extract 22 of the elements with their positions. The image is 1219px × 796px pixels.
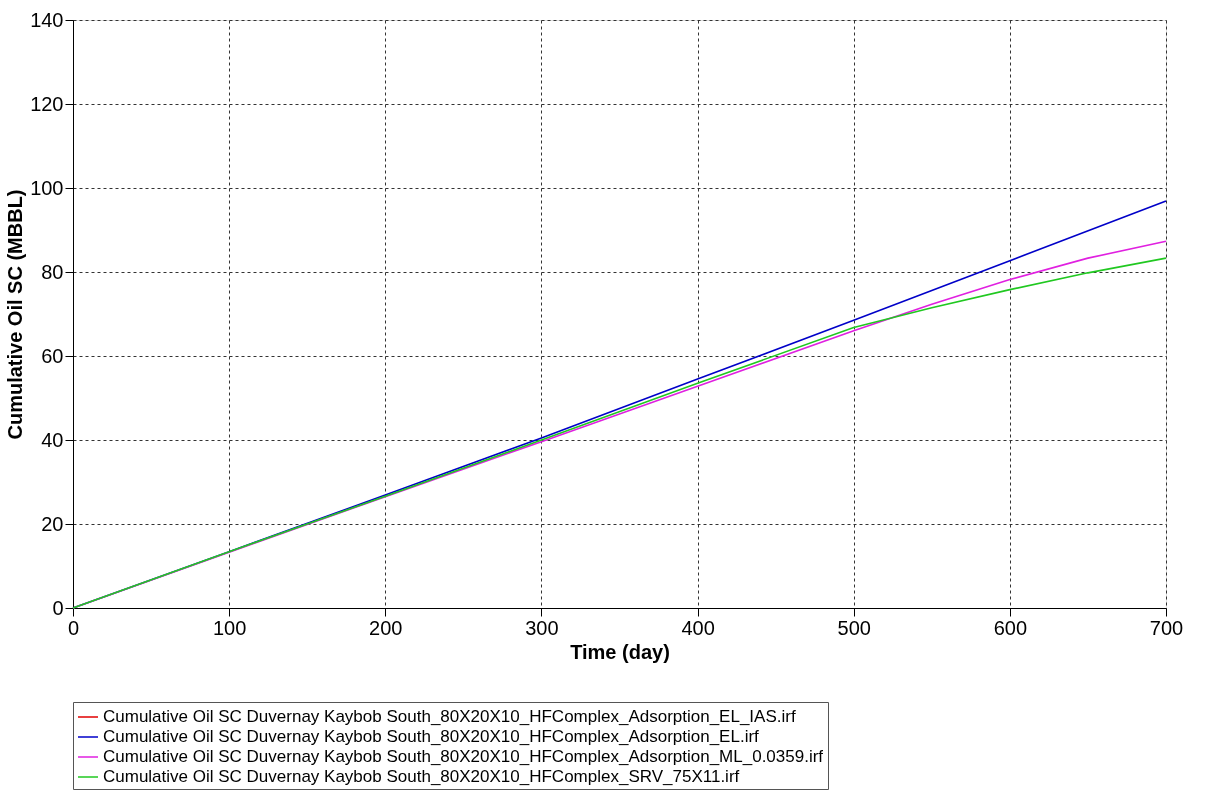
y-axis-title: Cumulative Oil SC (MBBL)	[4, 189, 27, 440]
y-tick-label: 120	[30, 92, 64, 115]
y-tick-label: 0	[52, 596, 64, 619]
x-tick-label: 200	[369, 616, 403, 639]
y-tick-label: 60	[41, 344, 64, 367]
x-axis-title: Time (day)	[570, 640, 670, 663]
y-tick-label: 140	[30, 8, 64, 31]
legend-label: Cumulative Oil SC Duvernay Kaybob South_80X20X10_HFComplex_Adsorption_EL.irf	[103, 727, 760, 746]
legend-label: Cumulative Oil SC Duvernay Kaybob South_80X20X10_HFComplex_Adsorption_EL_IAS.irf	[103, 707, 796, 726]
y-tick-label: 80	[41, 260, 64, 283]
x-tick-label: 700	[1149, 616, 1184, 639]
x-tick-label: 500	[837, 616, 871, 639]
y-tick-label: 40	[41, 428, 64, 451]
x-tick-label: 300	[525, 616, 559, 639]
x-tick-label: 0	[67, 616, 80, 639]
y-tick-label: 20	[41, 512, 64, 535]
y-tick-label: 100	[30, 176, 64, 199]
legend-label: Cumulative Oil SC Duvernay Kaybob South_80X20X10_HFComplex_Adsorption_ML_0.0359.irf	[103, 747, 824, 766]
legend-label: Cumulative Oil SC Duvernay Kaybob South_80X20X10_HFComplex_SRV_75X11.irf	[103, 767, 740, 786]
x-tick-label: 600	[993, 616, 1028, 639]
x-tick-label: 400	[681, 616, 715, 639]
x-tick-label: 100	[212, 616, 247, 639]
